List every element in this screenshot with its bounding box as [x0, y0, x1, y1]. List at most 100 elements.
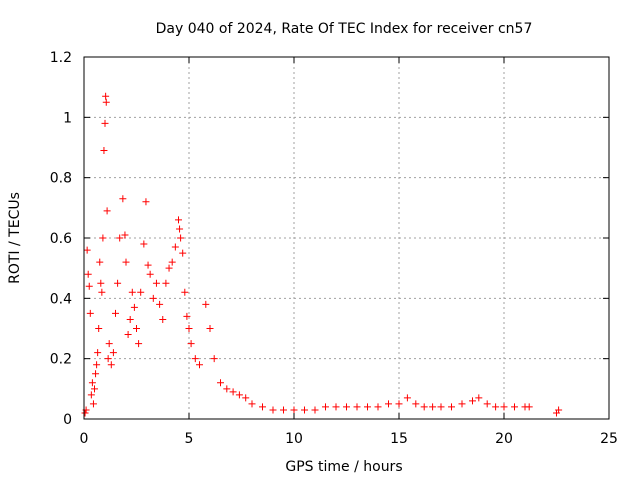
- data-point: [555, 406, 563, 414]
- data-point: [88, 379, 96, 387]
- data-point: [311, 406, 319, 414]
- data-point: [135, 340, 143, 348]
- data-point: [85, 282, 93, 290]
- data-point: [96, 258, 104, 266]
- data-point: [196, 361, 203, 369]
- data-point: [403, 394, 411, 402]
- data-point: [181, 288, 189, 296]
- data-point: [385, 400, 392, 408]
- data-point: [177, 234, 185, 242]
- data-point: [280, 406, 287, 414]
- data-point: [412, 400, 420, 408]
- data-point: [202, 300, 210, 308]
- data-point: [81, 409, 89, 417]
- data-point: [122, 258, 130, 266]
- data-point: [89, 400, 97, 408]
- data-point: [109, 349, 117, 357]
- data-point: [500, 403, 508, 411]
- y-axis-label: ROTI / TECUs: [7, 192, 23, 284]
- data-point: [83, 246, 91, 254]
- data-point: [483, 400, 491, 408]
- data-point: [144, 261, 152, 269]
- x-tick-label: 25: [600, 431, 618, 447]
- data-point: [176, 225, 184, 233]
- data-point: [140, 240, 148, 248]
- data-point: [171, 243, 179, 251]
- data-points: [81, 92, 563, 417]
- data-point: [210, 355, 218, 363]
- data-point: [364, 403, 371, 411]
- data-point: [248, 400, 256, 408]
- data-point: [91, 385, 98, 393]
- data-point: [492, 403, 500, 411]
- data-point: [146, 270, 154, 278]
- data-point: [183, 312, 191, 320]
- data-point: [130, 303, 138, 311]
- data-point: [229, 388, 237, 396]
- data-point: [101, 119, 109, 127]
- data-point: [187, 340, 195, 348]
- data-point: [162, 279, 170, 287]
- data-point: [124, 331, 132, 339]
- data-point: [133, 325, 140, 332]
- data-point: [259, 403, 266, 411]
- y-tick-label: 1.2: [50, 50, 72, 66]
- data-point: [100, 147, 108, 155]
- data-point: [235, 391, 243, 399]
- y-tick-label: 0: [63, 412, 72, 428]
- data-point: [105, 340, 113, 348]
- data-point: [420, 403, 428, 411]
- y-tick-label: 0.8: [50, 171, 72, 187]
- data-point: [242, 394, 250, 402]
- y-tick-label: 0.2: [50, 352, 72, 368]
- data-point: [119, 195, 127, 203]
- x-tick-label: 0: [80, 431, 89, 447]
- data-point: [104, 355, 112, 363]
- x-tick-label: 5: [185, 431, 194, 447]
- data-point: [99, 234, 107, 242]
- data-point: [92, 370, 100, 378]
- data-point: [114, 279, 122, 287]
- data-point: [93, 361, 101, 369]
- data-point: [156, 300, 164, 308]
- data-point: [223, 385, 231, 393]
- data-point: [511, 403, 518, 411]
- data-point: [94, 349, 102, 357]
- data-point: [168, 258, 176, 266]
- data-point: [269, 406, 277, 414]
- data-point: [458, 400, 466, 408]
- chart-title: Day 040 of 2024, Rate Of TEC Index for r…: [156, 21, 533, 37]
- y-tick-label: 1: [63, 110, 72, 126]
- data-point: [469, 397, 476, 405]
- data-point: [343, 403, 350, 411]
- x-tick-label: 15: [390, 431, 408, 447]
- data-point: [116, 234, 124, 242]
- data-point: [159, 315, 167, 323]
- data-point: [332, 403, 340, 411]
- x-axis-label: GPS time / hours: [285, 459, 402, 475]
- data-point: [86, 309, 94, 317]
- data-point: [87, 391, 95, 399]
- y-tick-label: 0.4: [50, 291, 72, 307]
- data-point: [112, 309, 119, 317]
- data-point: [206, 325, 214, 332]
- data-point: [102, 92, 110, 100]
- data-point: [437, 403, 445, 411]
- data-point: [98, 288, 106, 296]
- data-point: [121, 231, 129, 239]
- data-point: [142, 198, 150, 206]
- data-point: [353, 403, 361, 411]
- data-point: [179, 249, 187, 257]
- y-tick-label: 0.6: [50, 231, 72, 247]
- data-point: [185, 325, 193, 332]
- x-tick-label: 10: [285, 431, 303, 447]
- data-point: [290, 406, 298, 414]
- data-point: [301, 406, 308, 414]
- data-point: [165, 264, 173, 272]
- data-point: [175, 216, 182, 224]
- data-point: [103, 207, 111, 215]
- x-tick-label: 20: [495, 431, 513, 447]
- data-point: [128, 288, 136, 296]
- data-point: [475, 394, 483, 402]
